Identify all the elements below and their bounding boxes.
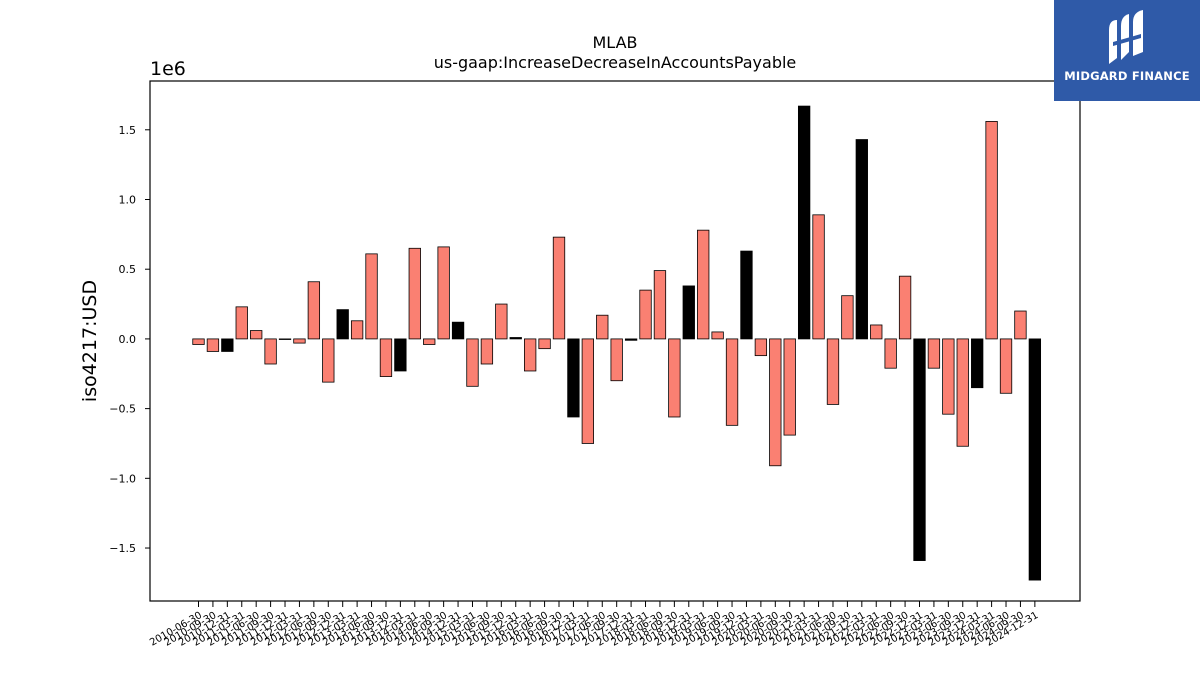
- bar-2017-09-30: [610, 338, 623, 382]
- bar-2017-06-30: [596, 314, 609, 340]
- y-tick-label: 0.0: [119, 333, 137, 346]
- y-tick-label: 1.0: [119, 193, 137, 206]
- y-tick-label: −1.0: [109, 472, 136, 485]
- y-axis-label: iso4217:USD: [79, 280, 101, 402]
- bar-2015-09-30: [495, 303, 508, 340]
- y-tick-label: 1.5: [119, 124, 137, 137]
- bar-2014-12-31: [451, 321, 465, 340]
- bar-2024-03-31: [985, 121, 998, 340]
- bar-2012-06-30: [307, 281, 321, 340]
- bar-2023-06-30: [942, 338, 955, 415]
- bar-2014-06-30: [423, 338, 436, 345]
- bar-2014-03-31: [408, 247, 421, 340]
- bar-2015-03-31: [466, 338, 479, 387]
- bar-2022-03-31: [870, 324, 883, 340]
- brand-name: MIDGARD FINANCE: [1064, 69, 1190, 83]
- plot-area-frame: [149, 80, 1081, 602]
- bar-2011-03-31: [235, 306, 248, 340]
- bar-2021-06-30: [826, 338, 840, 405]
- y-axis-ticks: 1.5 1.0 0.5 0.0 −0.5 −1.0 −1.5: [109, 124, 150, 555]
- bar-2012-12-31: [336, 309, 349, 340]
- bar-2015-06-30: [480, 338, 494, 365]
- bar-2022-09-30: [898, 275, 912, 340]
- bar-2010-09-30: [206, 338, 220, 352]
- bar-2020-06-30: [769, 338, 782, 467]
- bar-2016-06-30: [538, 338, 551, 350]
- bar-2023-03-31: [927, 338, 941, 369]
- bar-2012-09-30: [322, 338, 335, 383]
- bar-2015-12-31: [509, 337, 522, 340]
- bar-2021-09-30: [841, 295, 854, 340]
- bar-2018-12-31: [682, 285, 695, 340]
- bar-2010-12-31: [221, 338, 234, 352]
- bar-2020-12-31: [797, 105, 811, 340]
- bar-2011-06-30: [250, 330, 263, 340]
- bar-2014-09-30: [437, 246, 450, 340]
- bar-2011-12-31: [278, 338, 292, 340]
- bar-2018-03-31: [639, 289, 652, 340]
- bar-2016-03-31: [524, 338, 537, 372]
- bar-2023-12-31: [971, 338, 984, 389]
- bar-2011-09-30: [264, 338, 277, 365]
- bar-2020-03-31: [754, 338, 768, 357]
- chart-title: MLAB: [592, 33, 637, 52]
- bar-2019-03-31: [697, 229, 710, 340]
- x-axis-ticks: 2010-06-302010-09-302010-12-312011-03-31…: [148, 601, 1040, 649]
- bar-2010-06-30: [192, 338, 205, 345]
- bar-2013-09-30: [379, 338, 393, 377]
- bar-2021-12-31: [855, 139, 868, 340]
- bar-2023-09-30: [956, 338, 969, 447]
- chart-subtitle: us-gaap:IncreaseDecreaseInAccountsPayabl…: [434, 53, 797, 72]
- bar-2016-09-30: [552, 236, 566, 340]
- bar-2017-12-31: [624, 338, 638, 341]
- bar-2020-09-30: [783, 338, 796, 436]
- bar-2024-06-30: [999, 338, 1013, 394]
- bar-2012-03-31: [293, 338, 306, 344]
- midgard-logo-mark-icon: [1109, 10, 1143, 64]
- y-tick-label: 0.5: [119, 263, 137, 276]
- bar-2024-12-31: [1028, 338, 1042, 581]
- bar-2018-09-30: [668, 338, 681, 418]
- bar-2021-03-31: [812, 214, 825, 340]
- bar-2019-12-31: [740, 250, 753, 340]
- bar-2019-06-30: [711, 331, 724, 340]
- y-tick-label: −0.5: [109, 403, 136, 416]
- bar-2022-12-31: [913, 338, 926, 561]
- bar-2024-09-30: [1014, 310, 1027, 340]
- bar-2013-03-31: [350, 320, 364, 340]
- bar-2022-06-30: [884, 338, 897, 369]
- bars-group: [192, 105, 1042, 581]
- bar-2016-12-31: [567, 338, 580, 418]
- bar-2013-12-31: [394, 338, 407, 372]
- bar-2018-06-30: [653, 270, 667, 340]
- y-scale-label: 1e6: [150, 58, 186, 80]
- brand-logo: MIDGARD FINANCE: [1054, 0, 1200, 101]
- bar-2017-03-31: [581, 338, 594, 444]
- bar-2013-06-30: [365, 253, 378, 340]
- y-tick-label: −1.5: [109, 542, 136, 555]
- bar-2019-09-30: [725, 338, 739, 426]
